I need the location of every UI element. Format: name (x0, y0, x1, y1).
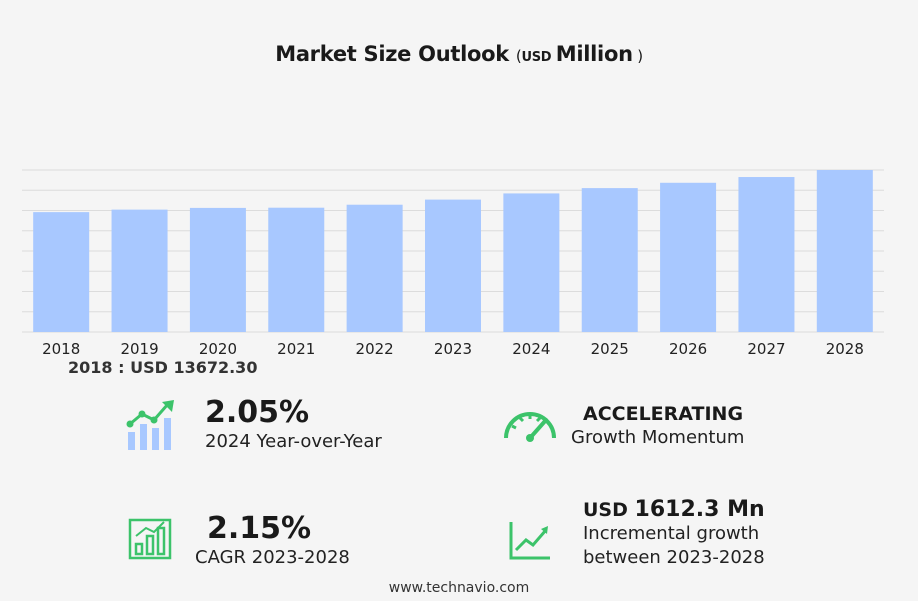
bar-2018 (33, 212, 90, 332)
bar-2025 (581, 188, 638, 332)
x-tick-label: 2020 (199, 340, 237, 358)
unit-usd: USD (521, 50, 552, 65)
kpi-cagr: 2.15% CAGR 2023-2028 (195, 512, 350, 570)
kpi-yoy: 2.05% 2024 Year-over-Year (205, 396, 382, 454)
kpi-incremental-amount: 1612.3 Mn (634, 497, 765, 522)
x-tick-label: 2027 (747, 340, 785, 358)
x-tick-label: 2022 (356, 340, 394, 358)
footer-url: www.technavio.com (388, 580, 530, 596)
kpi-yoy-label: 2024 Year-over-Year (205, 431, 382, 452)
x-tick-label: 2021 (277, 340, 315, 358)
bar-2021 (268, 207, 325, 332)
x-tick-label: 2019 (120, 340, 158, 358)
x-tick-label: 2028 (826, 340, 864, 358)
kpi-yoy-value: 2.05% (205, 395, 310, 430)
chart-title: Market Size Outlook (USD Million ) (0, 42, 918, 66)
unit-million: Million (555, 42, 633, 66)
x-tick-label: 2025 (591, 340, 629, 358)
bar-2026 (660, 182, 717, 332)
kpi-incremental-prefix: USD (583, 499, 628, 521)
bar-2024 (503, 193, 560, 332)
bar-2023 (425, 199, 481, 332)
x-tick-label: 2024 (512, 340, 550, 358)
kpi-momentum-value: ACCELERATING (583, 403, 744, 425)
bar-2022 (346, 204, 403, 332)
kpi-incremental: USD 1612.3 Mn Incremental growth between… (583, 498, 765, 570)
first-year-value: 2018 : USD 13672.30 (68, 358, 258, 377)
bar-chart-icon (128, 518, 172, 560)
bar-2027 (738, 177, 795, 332)
bar-2028 (816, 170, 873, 332)
kpi-cagr-value: 2.15% (207, 511, 312, 546)
bar-2020 (189, 207, 246, 332)
x-tick-label: 2018 (42, 340, 80, 358)
growth-chart-icon (126, 400, 174, 450)
kpi-incremental-value: USD 1612.3 Mn (583, 498, 765, 522)
x-tick-label: 2023 (434, 340, 472, 358)
kpi-cagr-label: CAGR 2023-2028 (195, 547, 350, 568)
kpi-incremental-label-1: Incremental growth (583, 523, 760, 544)
speedometer-icon (504, 412, 556, 442)
kpi-momentum: ACCELERATING Growth Momentum (571, 402, 744, 450)
title-unit: (USD Million ) (515, 42, 643, 66)
title-text: Market Size Outlook (275, 42, 509, 66)
bar-chart: 2018 2019 2020 2021 2022 2023 2024 2025 2026 2027… (22, 169, 884, 358)
kpi-incremental-label-2: between 2023-2028 (583, 547, 765, 568)
x-tick-label: 2026 (669, 340, 707, 358)
kpi-momentum-label: Growth Momentum (571, 427, 745, 448)
bar-2019 (111, 209, 168, 332)
line-chart-icon (509, 522, 550, 560)
